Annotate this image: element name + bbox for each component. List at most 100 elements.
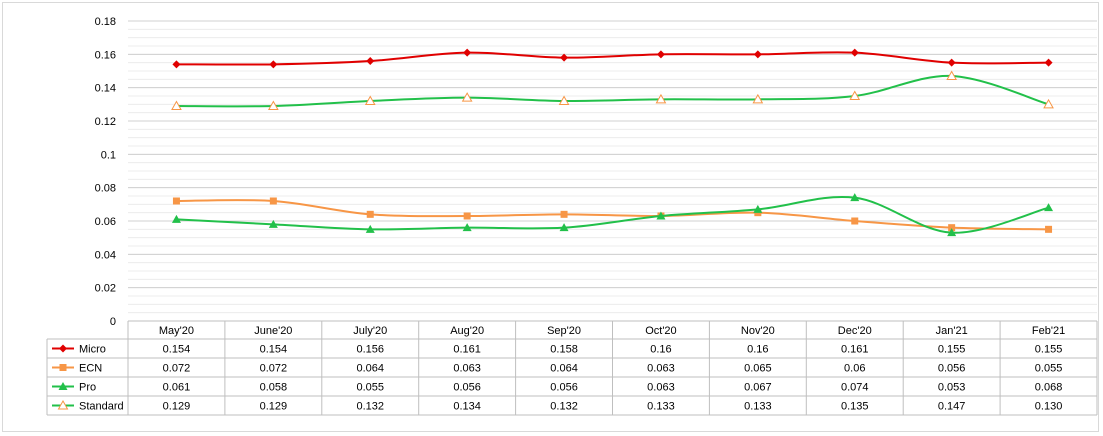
point-marker bbox=[1043, 98, 1054, 109]
x-category-label: Aug'20 bbox=[450, 325, 484, 337]
point-marker bbox=[1044, 203, 1054, 212]
data-table-value: 0.129 bbox=[163, 401, 191, 413]
data-table-value: 0.063 bbox=[647, 363, 675, 375]
data-table-value: 0.058 bbox=[260, 382, 288, 394]
point-marker bbox=[172, 197, 180, 205]
x-category-label: June'20 bbox=[254, 325, 292, 337]
point-marker bbox=[560, 53, 569, 62]
legend-key-micro bbox=[52, 344, 74, 353]
data-table-value: 0.068 bbox=[1035, 382, 1063, 394]
point-marker bbox=[850, 48, 859, 57]
data-table-value: 0.129 bbox=[260, 401, 288, 413]
data-table-value: 0.156 bbox=[356, 344, 384, 356]
legend-label: ECN bbox=[79, 363, 102, 375]
data-table: May'20 June'20 July'20 Aug'20 Sep'20 Oct'20 No… bbox=[46, 320, 1098, 416]
data-table-value: 0.134 bbox=[453, 401, 481, 413]
point-marker bbox=[559, 223, 569, 232]
data-table-value: 0.155 bbox=[938, 344, 966, 356]
point-marker bbox=[59, 344, 67, 353]
data-table-value: 0.056 bbox=[550, 382, 578, 394]
x-category-label: May'20 bbox=[159, 325, 194, 337]
point-marker bbox=[462, 223, 472, 232]
x-category-label: Feb'21 bbox=[1032, 325, 1065, 337]
data-table-value: 0.154 bbox=[163, 344, 191, 356]
series-lines bbox=[171, 48, 1054, 237]
point-marker bbox=[461, 92, 473, 102]
series-pro bbox=[171, 193, 1054, 237]
data-table-value: 0.074 bbox=[841, 382, 869, 394]
data-table-value: 0.133 bbox=[647, 401, 675, 413]
point-marker bbox=[655, 93, 667, 104]
data-table-value: 0.056 bbox=[938, 363, 966, 375]
point-marker bbox=[656, 50, 665, 59]
data-table-value: 0.135 bbox=[841, 401, 869, 413]
x-category-label: Nov'20 bbox=[741, 325, 775, 337]
data-table-value: 0.158 bbox=[550, 344, 578, 356]
x-category-label: July'20 bbox=[353, 325, 387, 337]
data-table-value: 0.161 bbox=[453, 344, 481, 356]
point-marker bbox=[365, 224, 375, 233]
data-table-value: 0.072 bbox=[163, 363, 191, 375]
point-marker bbox=[364, 95, 376, 105]
point-marker bbox=[366, 57, 375, 65]
point-marker bbox=[268, 219, 278, 228]
series-line-standard bbox=[176, 74, 1049, 108]
data-table-value: 0.053 bbox=[938, 382, 966, 394]
data-table-value: 0.154 bbox=[260, 344, 288, 356]
data-table-value: 0.064 bbox=[550, 363, 578, 375]
data-table-value: 0.064 bbox=[356, 363, 384, 375]
y-tick-label: 0.1 bbox=[101, 149, 116, 161]
data-table-value: 0.067 bbox=[744, 382, 772, 394]
point-marker bbox=[946, 70, 958, 80]
series-line-pro bbox=[176, 195, 1049, 234]
data-table-value: 0.061 bbox=[163, 382, 191, 394]
data-table-value: 0.161 bbox=[841, 344, 869, 356]
x-category-label: Dec'20 bbox=[838, 325, 872, 337]
point-marker bbox=[267, 100, 279, 110]
data-table-value: 0.063 bbox=[453, 363, 481, 375]
point-marker bbox=[172, 60, 181, 69]
data-table-value: 0.130 bbox=[1035, 401, 1063, 413]
data-table-value: 0.16 bbox=[650, 344, 671, 356]
series-ecn bbox=[172, 197, 1053, 233]
point-marker bbox=[753, 50, 762, 59]
series-micro bbox=[172, 48, 1053, 69]
data-table-value: 0.132 bbox=[356, 401, 384, 413]
point-marker bbox=[463, 48, 472, 57]
point-marker bbox=[1045, 225, 1053, 233]
point-marker bbox=[58, 382, 68, 390]
series-standard bbox=[171, 70, 1054, 110]
x-category-label: Sep'20 bbox=[547, 325, 581, 337]
point-marker bbox=[850, 193, 860, 202]
y-tick-label: 0 bbox=[110, 316, 116, 328]
data-table-value: 0.06 bbox=[844, 363, 865, 375]
y-tick-label: 0.02 bbox=[95, 283, 116, 295]
point-marker bbox=[1044, 58, 1053, 67]
point-marker bbox=[849, 90, 861, 100]
point-marker bbox=[171, 214, 181, 223]
series-line-micro bbox=[176, 51, 1049, 66]
x-category-label: Jan'21 bbox=[936, 325, 968, 337]
data-table-value: 0.065 bbox=[744, 363, 772, 375]
data-table-value: 0.063 bbox=[647, 382, 675, 394]
y-tick-label: 0.08 bbox=[95, 183, 116, 195]
point-marker bbox=[57, 399, 69, 410]
y-tick-label: 0.04 bbox=[95, 249, 116, 261]
data-table-value: 0.055 bbox=[1035, 363, 1063, 375]
data-table-value: 0.147 bbox=[938, 401, 966, 413]
data-table-value: 0.055 bbox=[356, 382, 384, 394]
point-marker bbox=[269, 197, 277, 205]
legend-label: Micro bbox=[79, 344, 106, 356]
point-marker bbox=[560, 210, 568, 218]
legend-key-pro bbox=[52, 382, 74, 390]
data-table-value: 0.072 bbox=[260, 363, 288, 375]
y-tick-label: 0.18 bbox=[95, 16, 116, 28]
point-marker bbox=[753, 204, 763, 213]
legend-label: Standard bbox=[79, 401, 124, 413]
x-category-label: Oct'20 bbox=[645, 325, 676, 337]
y-axis: 0 0.02 0.04 0.06 0.08 0.1 0.12 0.14 0.16 0.18 bbox=[95, 16, 116, 328]
data-table-value: 0.133 bbox=[744, 401, 772, 413]
point-marker bbox=[269, 60, 278, 69]
